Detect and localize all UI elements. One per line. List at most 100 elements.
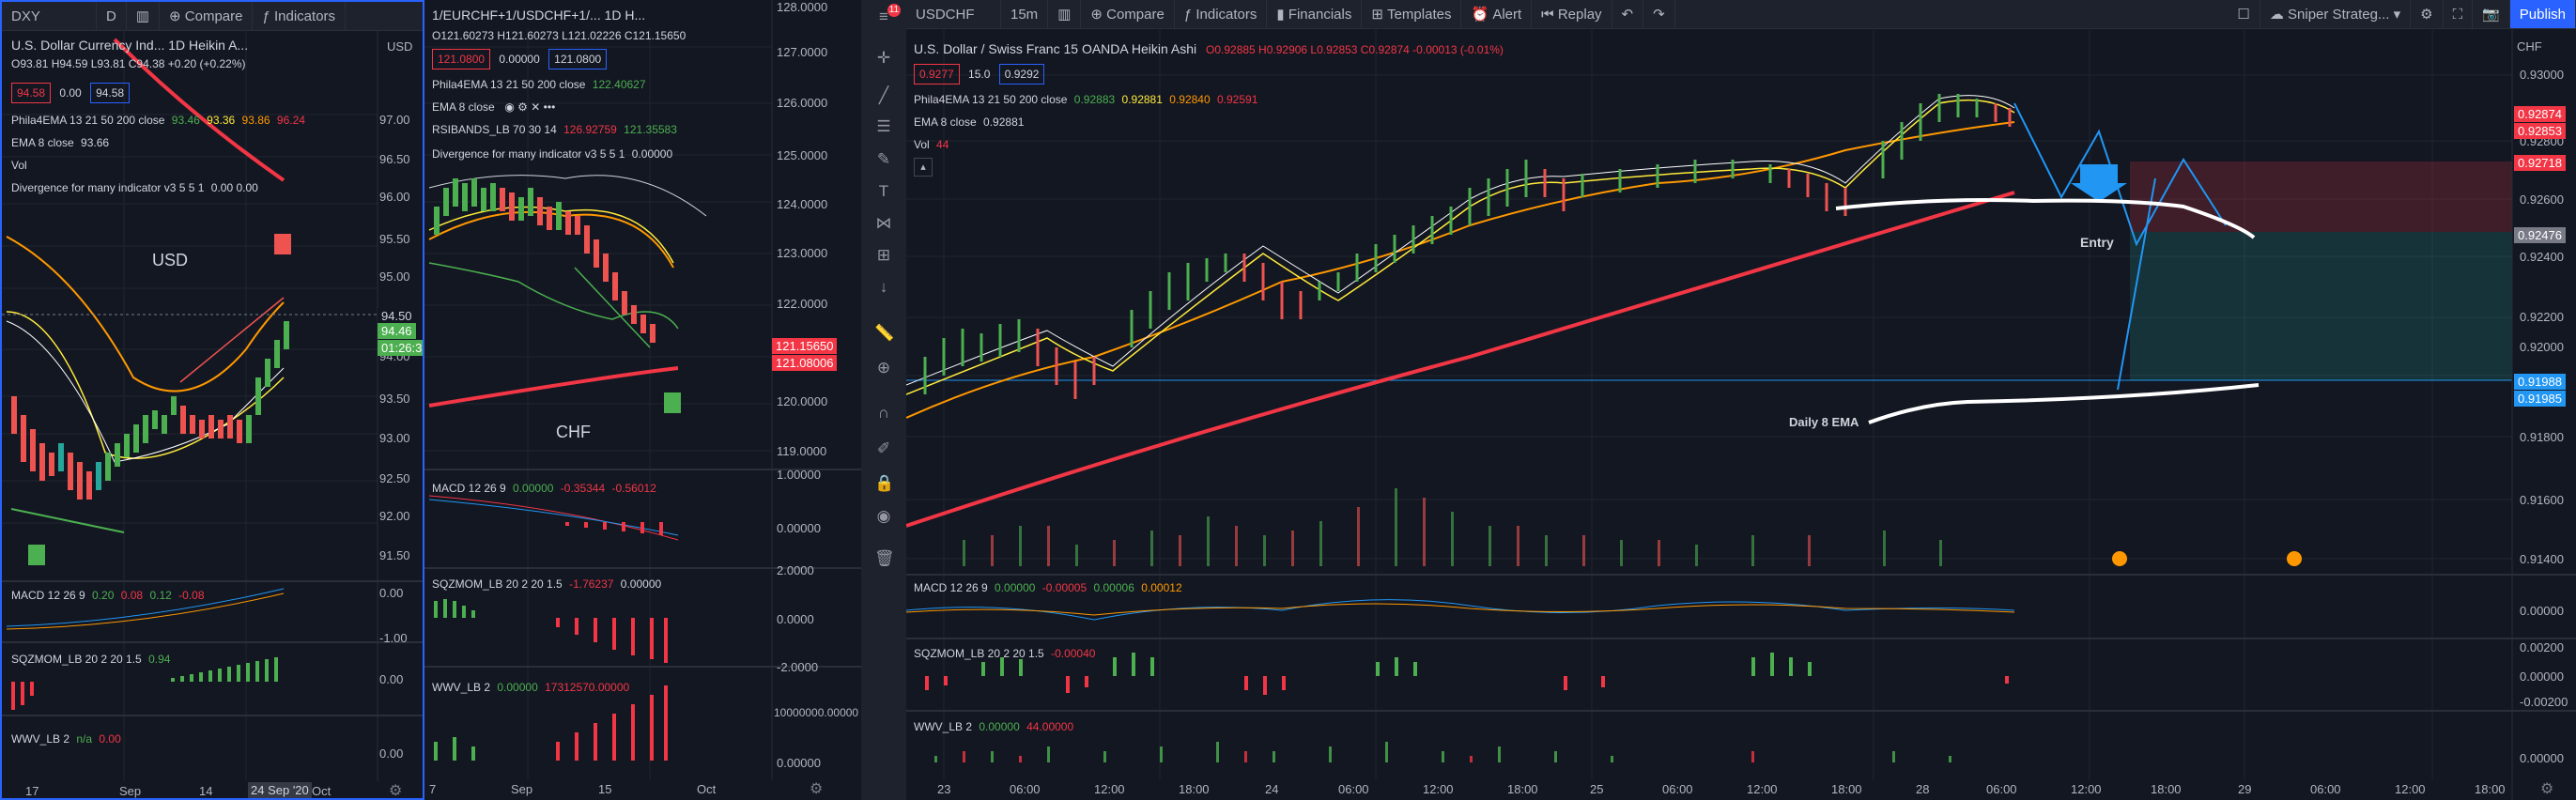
entry-annotation[interactable]: Entry [2080, 235, 2114, 250]
lock-icon[interactable]: 🔒 [874, 474, 895, 492]
ask-box[interactable]: 0.9292 [998, 64, 1045, 85]
undo-button[interactable]: ↶ [1612, 0, 1644, 28]
fullscreen-button[interactable]: ⛶ [2444, 0, 2474, 28]
axis-tick: 92.50 [379, 471, 410, 485]
alert-button[interactable]: ⏰ Alert [1461, 0, 1533, 28]
eye-icon[interactable]: ◉ ⚙ ✕ ••• [501, 100, 556, 114]
symbol-search[interactable]: USDCHF [906, 0, 1001, 28]
currency-label: USD [387, 39, 413, 54]
chf-chart-panel[interactable]: 1/EURCHF+1/USDCHF+1/... 1D H... O121.602… [424, 0, 861, 800]
time-tick: Oct [312, 784, 332, 798]
zoom-icon[interactable]: ⊕ [876, 359, 891, 377]
candle-type-button[interactable]: ▥ [1048, 0, 1082, 28]
dxy-ind1-legend[interactable]: Phila4EMA 13 21 50 200 close 93.46 93.36… [11, 111, 305, 130]
daily-ema-annotation[interactable]: Daily 8 EMA [1789, 415, 1859, 429]
publish-button[interactable]: Publish [2509, 0, 2576, 28]
axis-tick: 0.00 [379, 746, 404, 761]
interval-button[interactable]: 15m [1001, 0, 1049, 28]
usdchf-chart-panel[interactable]: USDCHF 15m ▥ ⊕ Compare ƒ Indicators ▮ Fi… [906, 0, 2576, 800]
spread-value: 0.00 [59, 86, 82, 100]
bid-box[interactable]: 121.0800 [432, 49, 491, 69]
ind-val: 0.92883 [1073, 93, 1116, 106]
bid-box[interactable]: 94.58 [11, 83, 52, 103]
chf-chart-canvas [424, 0, 861, 779]
eye-icon[interactable]: ◉ [876, 507, 891, 525]
brush-icon[interactable]: ✎ [876, 150, 891, 168]
chf-wwv-legend[interactable]: WWV_LB 2 0.00000 17312570.00000 [432, 678, 629, 697]
chf-sqz-legend[interactable]: SQZMOM_LB 20 2 20 1.5 -1.76237 0.00000 [432, 575, 661, 593]
chf-rsi-legend[interactable]: RSIBANDS_LB 70 30 14 126.92759 121.35583 [432, 120, 677, 139]
dxy-chart-panel[interactable]: DXY D ▥ ⊕ Compare ƒ Indicators [0, 0, 424, 800]
trash-icon[interactable]: 🗑 [874, 549, 895, 567]
dxy-vol-legend[interactable]: Vol [11, 159, 27, 172]
candle-type-button[interactable]: ▥ [127, 2, 161, 30]
text-icon[interactable]: T [878, 182, 889, 200]
indicators-button[interactable]: ƒ Indicators [253, 2, 347, 30]
ind-name: SQZMOM_LB 20 2 20 1.5 [11, 653, 142, 666]
financials-button[interactable]: ▮ Financials [1267, 0, 1363, 28]
snapshot-button[interactable]: 📷 [2473, 0, 2510, 28]
time-tick: 28 [1916, 782, 1930, 796]
crosshair-icon[interactable]: ✛ [876, 49, 891, 67]
settings-button[interactable]: ⚙ [2411, 0, 2444, 28]
usdchf-bid-ask: 0.9277 15.0 0.9292 [914, 64, 1045, 85]
forecast-icon[interactable]: ⊞ [876, 246, 891, 264]
chf-ind2-legend[interactable]: EMA 8 close ◉ ⚙ ✕ ••• [432, 98, 555, 116]
chf-div-legend[interactable]: Divergence for many indicator v3 5 5 1 0… [432, 145, 672, 163]
close-price-tag: 94.46 [378, 323, 416, 339]
templates-button[interactable]: ⊞ Templates [1362, 0, 1462, 28]
settings-gear-icon[interactable]: ⚙ [2540, 781, 2554, 797]
chf-ohlc: O121.60273 H121.60273 L121.02226 C121.15… [432, 29, 686, 42]
redo-button[interactable]: ↷ [1643, 0, 1675, 28]
dxy-wwv-legend[interactable]: WWV_LB 2 n/a 0.00 [11, 730, 121, 748]
indicators-button[interactable]: ƒ Indicators [1175, 0, 1268, 28]
fib-icon[interactable]: ☰ [876, 117, 891, 135]
ask-box[interactable]: 121.0800 [548, 49, 608, 69]
chf-ind1-legend[interactable]: Phila4EMA 13 21 50 200 close 122.40627 [432, 75, 646, 94]
compare-button[interactable]: ⊕ Compare [160, 2, 254, 30]
dxy-div-legend[interactable]: Divergence for many indicator v3 5 5 1 0… [11, 178, 258, 197]
time-tick: 12:00 [1423, 782, 1454, 796]
dxy-ind2-legend[interactable]: EMA 8 close 93.66 [11, 133, 109, 152]
pattern-icon[interactable]: ⋈ [875, 214, 892, 232]
dxy-sqz-legend[interactable]: SQZMOM_LB 20 2 20 1.5 0.94 [11, 650, 170, 669]
bid-box[interactable]: 0.9277 [914, 64, 960, 85]
axis-tick: 127.0000 [777, 45, 828, 59]
ind-val: 0.00000 [513, 482, 554, 495]
ind-val: -0.35344 [560, 482, 606, 495]
axis-tick: 0.92200 [2520, 310, 2564, 324]
ind-val: 96.24 [276, 114, 305, 127]
interval-button[interactable]: D [97, 2, 127, 30]
gear-icon: ⚙ [2420, 7, 2433, 23]
chf-bid-ask: 121.0800 0.00000 121.0800 [432, 49, 608, 69]
arrow-down-icon[interactable]: ↓ [879, 278, 888, 296]
strategy-dropdown[interactable]: ☁ Sniper Strateg... ▾ [2260, 0, 2412, 28]
magnet-icon[interactable]: ∩ [877, 404, 890, 422]
settings-gear-icon[interactable]: ⚙ [810, 781, 824, 797]
usdchf-sqz-legend[interactable]: SQZMOM_LB 20 2 20 1.5 -0.00040 [914, 644, 1095, 663]
settings-gear-icon[interactable]: ⚙ [389, 783, 403, 799]
price-tag-target: 0.91988 [2514, 374, 2566, 390]
chf-macd-legend[interactable]: MACD 12 26 9 0.00000 -0.35344 -0.56012 [432, 479, 656, 498]
usdchf-macd-legend[interactable]: MACD 12 26 9 0.00000 -0.00005 0.00006 0.… [914, 578, 1182, 597]
layout-button[interactable]: ☐ [2228, 0, 2260, 28]
lock-drawing-icon[interactable]: ✐ [876, 439, 891, 457]
dxy-macd-legend[interactable]: MACD 12 26 9 0.20 0.08 0.12 -0.08 [11, 586, 205, 605]
ind-val: 93.66 [81, 136, 110, 149]
ind-name: RSIBANDS_LB 70 30 14 [432, 123, 557, 136]
usdchf-ind1-legend[interactable]: Phila4EMA 13 21 50 200 close 0.92883 0.9… [914, 90, 1257, 109]
symbol-search[interactable]: DXY [2, 2, 97, 30]
menu-icon[interactable]: ≡ [879, 8, 888, 25]
replay-button[interactable]: ⏮ Replay [1532, 0, 1612, 28]
collapse-legend-button[interactable]: ▴ [914, 158, 933, 177]
axis-tick: 0.00000 [2520, 751, 2564, 765]
usdchf-wwv-legend[interactable]: WWV_LB 2 0.00000 44.00000 [914, 717, 1073, 736]
ask-box[interactable]: 94.58 [90, 83, 131, 103]
time-tick: 06:00 [1662, 782, 1693, 796]
usdchf-ind2-legend[interactable]: EMA 8 close 0.92881 [914, 113, 1024, 131]
trendline-icon[interactable]: ╱ [878, 86, 889, 104]
compare-button[interactable]: ⊕ Compare [1081, 0, 1175, 28]
ind-val: 44.00000 [1026, 720, 1074, 733]
ruler-icon[interactable]: 📏 [874, 324, 895, 342]
usdchf-vol-legend[interactable]: Vol 44 [914, 135, 949, 154]
